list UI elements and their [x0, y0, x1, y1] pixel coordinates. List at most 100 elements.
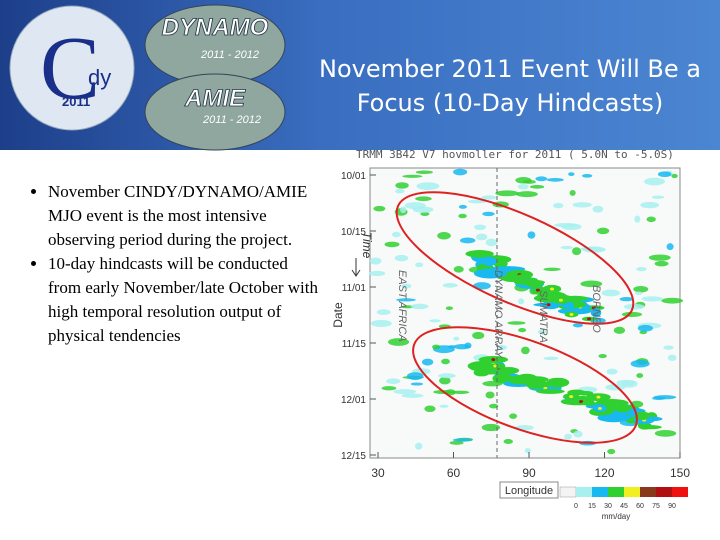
- rain-blob: [485, 238, 498, 247]
- logo-name: AMIE: [184, 85, 246, 112]
- rain-blob: [453, 336, 460, 341]
- rain-blob: [598, 354, 607, 359]
- colorbar-tick-label: 75: [652, 503, 660, 510]
- rain-blob: [432, 344, 441, 350]
- rain-blob: [481, 195, 497, 200]
- x-tick-label: 120: [594, 466, 614, 480]
- rain-blob: [472, 331, 485, 340]
- rain-core: [596, 395, 601, 399]
- bullet-list: November CINDY/DYNAMO/AMIE MJO event is …: [22, 180, 318, 348]
- rain-blob: [473, 369, 490, 377]
- rain-blob: [441, 358, 450, 365]
- rain-blob: [369, 257, 382, 265]
- rain-blob: [451, 390, 470, 395]
- rain-blob: [581, 401, 596, 406]
- rain-blob: [503, 438, 513, 445]
- rain-core: [535, 288, 540, 292]
- logo-year: 2011: [62, 94, 90, 109]
- rain-blob: [429, 319, 441, 323]
- rain-blob: [373, 205, 386, 212]
- rain-blob: [572, 202, 592, 208]
- rain-blob: [671, 173, 678, 179]
- rain-blob: [572, 247, 582, 256]
- rain-blob: [459, 237, 476, 244]
- rain-blob: [507, 375, 539, 385]
- colorbar-tick-label: 30: [604, 503, 612, 510]
- rain-blob: [564, 433, 572, 440]
- logo-years: 2011 - 2012: [200, 49, 259, 61]
- x-tick-label: 60: [447, 466, 461, 480]
- rain-blob: [447, 345, 457, 349]
- rain-blob: [458, 213, 467, 219]
- rain-blob: [654, 260, 669, 267]
- rain-blob: [666, 243, 674, 251]
- rain-blob: [646, 216, 656, 223]
- rain-blob: [515, 177, 532, 184]
- rain-core: [546, 303, 551, 307]
- rain-blob: [619, 296, 634, 302]
- rain-blob: [507, 321, 526, 325]
- rain-blob: [453, 265, 464, 273]
- rain-blob: [572, 323, 584, 328]
- time-label: Time: [360, 232, 374, 259]
- region-label: SUMATRA: [537, 290, 549, 343]
- rain-blob: [641, 296, 664, 302]
- region-label: BORNEO: [590, 285, 602, 333]
- rain-blob: [406, 372, 424, 381]
- bullet: 10-day hindcasts will be conducted from …: [48, 252, 318, 348]
- rain-blob: [402, 174, 423, 178]
- rain-blob: [416, 182, 440, 191]
- rain-blob: [518, 328, 527, 333]
- rain-blob: [521, 346, 530, 355]
- slide-title: November 2011 Event Will Be a Focus (10-…: [319, 55, 701, 117]
- rain-blob: [667, 354, 677, 361]
- rain-blob: [633, 285, 649, 293]
- figure-title: TRMM 3B42 V7 hovmoller for 2011 ( 5.0N t…: [356, 148, 674, 161]
- rain-blob: [613, 326, 626, 334]
- rain-blob: [395, 182, 409, 189]
- y-tick-label: 12/15: [341, 451, 366, 462]
- rain-blob: [516, 191, 538, 198]
- rain-blob: [412, 206, 434, 213]
- region-label: DYNAMO ARRAY: [492, 270, 504, 359]
- colorbar-cell: [592, 487, 608, 497]
- rain-blob: [635, 291, 643, 295]
- rain-blob: [452, 438, 473, 442]
- colorbar-cell: [608, 487, 624, 497]
- rain-blob: [415, 170, 433, 174]
- highlight-ellipse: [412, 326, 638, 444]
- rain-blob: [495, 190, 519, 197]
- logo-text: dy: [88, 65, 111, 90]
- rain-blob: [384, 241, 400, 248]
- rain-blob: [467, 361, 494, 371]
- rain-blob: [580, 280, 603, 288]
- rain-blob: [567, 389, 586, 396]
- rain-blob: [376, 309, 391, 316]
- rain-blob: [485, 391, 495, 399]
- rain-blob: [597, 413, 630, 423]
- rain-blob: [509, 413, 518, 419]
- rain-blob: [581, 173, 593, 178]
- y-tick-label: 10/15: [341, 227, 366, 238]
- rain-blob: [518, 298, 525, 305]
- rain-blob: [424, 405, 436, 413]
- rain-blob: [474, 224, 487, 231]
- rain-blob: [401, 283, 412, 289]
- rain-blob: [439, 376, 451, 385]
- rain-blob: [498, 367, 520, 375]
- x-tick-label: 30: [371, 466, 385, 480]
- rain-blob: [438, 373, 456, 379]
- x-axis-label: Longitude: [505, 485, 553, 497]
- rain-blob: [516, 274, 532, 279]
- amie-logo: [144, 73, 286, 151]
- x-tick-label: 150: [670, 466, 690, 480]
- time-arrow: [351, 258, 361, 277]
- colorbar-cell: [559, 486, 577, 498]
- rain-blob: [387, 338, 410, 346]
- rain-blob: [623, 303, 645, 310]
- rain-blob: [527, 231, 536, 239]
- rain-blob: [421, 358, 434, 366]
- x-label-box: [499, 481, 559, 499]
